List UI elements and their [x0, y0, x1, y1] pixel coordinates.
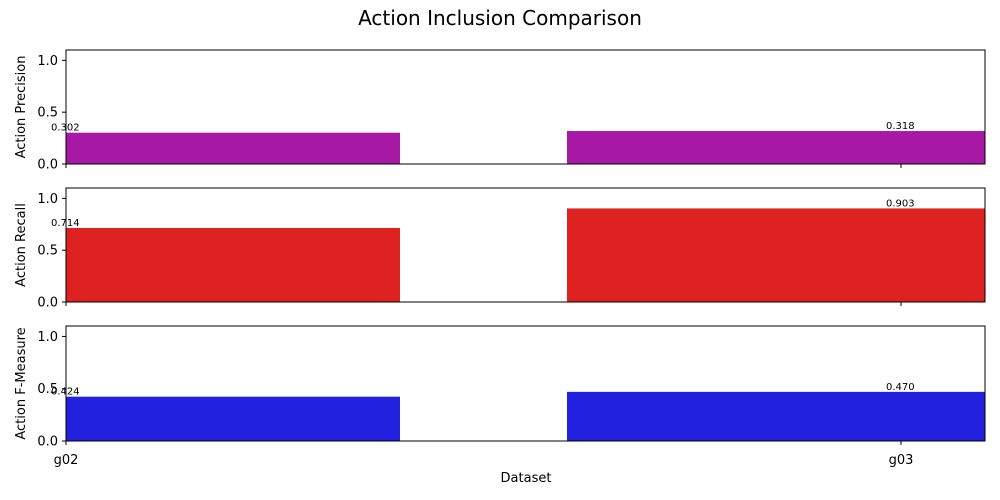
y-axis-label-2: Action Recall — [14, 203, 29, 287]
panel-frame-3 — [65, 325, 986, 442]
y-axis-label-3: Action F-Measure — [14, 327, 29, 439]
data-label-2-g02: 0.714 — [51, 218, 80, 229]
bar-2-g02 — [66, 228, 400, 302]
panel-frame-1 — [65, 49, 986, 165]
y-tick-label-2: 1.0 — [37, 192, 58, 207]
y-tick-label-3: 0.5 — [37, 382, 58, 397]
bar-3-g02 — [66, 396, 400, 441]
data-label-3-g03: 0.470 — [886, 382, 915, 393]
bar-1-g03 — [567, 131, 985, 164]
data-label-2-g03: 0.903 — [886, 198, 915, 209]
data-label-3-g02: 0.424 — [51, 387, 80, 398]
x-axis-label: Dataset — [501, 471, 552, 486]
y-axis-label-1: Action Precision — [14, 56, 29, 159]
y-tick-label-3: 1.0 — [37, 330, 58, 345]
x-tick-label-g03: g03 — [889, 453, 914, 468]
y-tick-label-2: 0.0 — [37, 296, 58, 311]
bar-1-g02 — [66, 132, 400, 164]
data-label-1-g02: 0.302 — [51, 123, 80, 134]
y-tick-label-1: 1.0 — [37, 54, 58, 69]
y-tick-label-2: 0.5 — [37, 244, 58, 259]
y-tick-label-1: 0.5 — [37, 106, 58, 121]
bar-3-g03 — [567, 391, 985, 441]
chart-title: Action Inclusion Comparison — [358, 6, 642, 30]
panel-frame-2 — [65, 187, 986, 303]
x-tick-label-g02: g02 — [54, 453, 79, 468]
y-tick-label-1: 0.0 — [37, 158, 58, 173]
data-label-1-g03: 0.318 — [886, 121, 915, 132]
bar-2-g03 — [567, 208, 985, 302]
y-tick-label-3: 0.0 — [37, 435, 58, 450]
